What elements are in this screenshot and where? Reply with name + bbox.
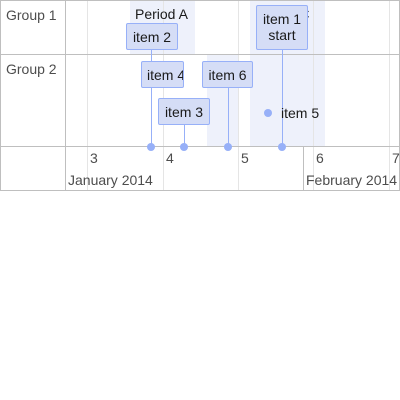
item-line <box>282 49 283 147</box>
timeline-item[interactable]: item 4 <box>141 61 184 88</box>
grid-line <box>389 0 390 191</box>
major-tick-label: January 2014 <box>68 172 153 188</box>
grid-line <box>87 0 88 191</box>
axis-line <box>0 146 400 147</box>
item-dot <box>278 143 286 151</box>
timeline-item[interactable]: item 6 <box>202 61 253 88</box>
item-line <box>228 87 229 147</box>
minor-tick-label: 7 <box>392 150 400 166</box>
group-separator <box>0 54 400 55</box>
point-item-dot <box>264 109 272 117</box>
item-dot <box>180 143 188 151</box>
grid-line <box>313 0 314 191</box>
border <box>0 0 1 191</box>
border <box>0 190 400 191</box>
item-dot <box>147 143 155 151</box>
timeline-item[interactable]: item 2 <box>126 23 178 50</box>
item-line <box>151 49 152 147</box>
minor-tick-label: 3 <box>90 150 98 166</box>
grid-line <box>163 0 164 191</box>
minor-tick-label: 5 <box>241 150 249 166</box>
background-label: Period A <box>135 6 188 22</box>
item-dot <box>224 143 232 151</box>
major-grid-line <box>303 146 304 191</box>
timeline-item[interactable]: item 1 start <box>256 5 308 50</box>
minor-tick-label: 6 <box>316 150 324 166</box>
major-tick-label: February 2014 <box>306 172 398 188</box>
point-item[interactable]: item 5 <box>281 105 320 121</box>
grid-line <box>238 0 239 191</box>
label-separator <box>65 0 66 191</box>
item-line <box>184 125 185 147</box>
group-label: Group 1 <box>6 7 57 23</box>
minor-tick-label: 4 <box>166 150 174 166</box>
timeline: Group 1 Group 2 Period A Period C item 2… <box>0 0 400 191</box>
group-label: Group 2 <box>6 61 57 77</box>
timeline-item[interactable]: item 3 <box>158 98 210 125</box>
border <box>0 0 400 1</box>
